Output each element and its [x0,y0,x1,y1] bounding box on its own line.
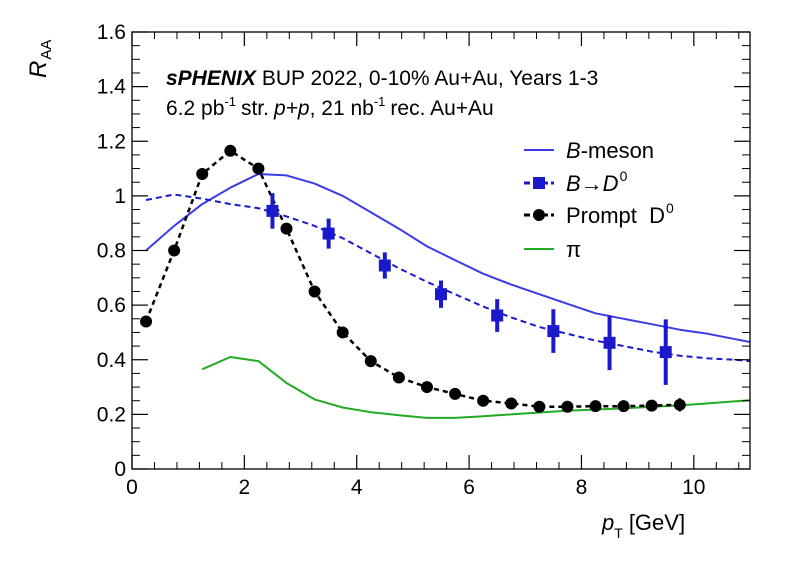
lumi-auau-label: rec. Au+Au [390,97,493,120]
prompt-d0-point [364,355,377,368]
y-axis-title-main: R [25,61,52,78]
prompt-d0-point [420,381,433,394]
y-tick-label: 1.2 [97,130,126,153]
prompt-d0-point [449,387,462,400]
prompt-d0-point [308,285,321,298]
annotation-line-1-rest: BUP 2022, 0-10% Au+Au, Years 1-3 [262,67,598,90]
series-layer [140,144,750,419]
series-b-meson-line [145,173,750,343]
prompt-d0-point [336,326,349,339]
prompt-d0-point [196,168,209,181]
b-to-d0-point [547,325,560,338]
b-to-d0-point [322,227,335,240]
legend-label-pion: π [566,237,581,262]
annotation-line-1: sPHENIX BUP 2022, 0-10% Au+Au, Years 1-3 [166,67,598,90]
x-tick-label: 10 [682,476,705,499]
y-axis-title-sub: AA [38,40,55,60]
legend: B-meson B→D0 Prompt D0 π [524,138,674,262]
experiment-label: sPHENIX [166,67,258,90]
prompt-d0-point [168,244,181,257]
prompt-d0-point [561,400,574,413]
lumi-pp-system: p+p [273,97,310,120]
b-to-d0-point [378,259,391,272]
series-group [140,144,750,419]
y-tick-label: 0.6 [97,294,126,317]
prompt-d0-point [505,397,518,410]
y-tick-label: 0.8 [97,240,126,263]
y-tick-label: 1.4 [97,76,127,99]
legend-swatch-prompt-d0-marker [533,209,545,221]
prompt-d0-point [392,371,405,384]
lumi-auau-exponent: -1 [374,94,386,109]
x-axis-title-main: p [601,510,614,535]
lumi-auau-value: , 21 nb [310,97,374,120]
prompt-d0-point [477,394,490,407]
prompt-d0-point [589,400,602,413]
b-to-d0-point [266,204,279,217]
x-axis-title: pT [GeV] [601,510,685,541]
legend-label-prompt-d0: Prompt D0 [566,200,674,228]
prompt-d0-point [280,222,293,235]
y-tick-label: 1 [114,185,126,208]
lumi-pp-label: str. [241,97,269,120]
y-tick-label: 0.2 [97,403,126,426]
lumi-pp-value: 6.2 pb [166,97,224,120]
y-tick-label: 0.4 [97,349,127,372]
series-pion-line [201,356,750,419]
prompt-d0-point [252,162,265,175]
prompt-d0-point [533,400,546,413]
b-to-d0-point [603,336,616,349]
b-to-d0-point [491,309,504,322]
b-to-d0-point [659,346,672,359]
x-axis-title-unit: [GeV] [629,510,685,535]
legend-label-b-meson: B-meson [566,138,654,163]
y-tick-label: 1.6 [97,21,126,44]
x-tick-label: 6 [463,476,475,499]
b-to-d0-point [435,288,447,301]
prompt-d0-point [140,315,153,328]
prompt-d0-point [617,400,630,413]
y-axis-title: RAA [25,40,55,78]
prompt-d0-point [645,399,658,412]
lumi-pp-exponent: -1 [224,94,236,109]
annotation-line-2: 6.2 pb-1 str. p+p, 21 nb-1 rec. Au+Au [166,94,494,120]
y-tick-label: 0 [114,458,126,481]
x-tick-label: 4 [351,476,363,499]
legend-swatch-b-to-d0-marker [533,177,545,189]
axis-ticks: 0 2 4 6 8 10 0 0.2 0.4 0.6 0.8 1 1.2 1.4 1.6 [97,21,750,499]
legend-label-b-to-d0: B→D0 [566,168,628,196]
x-tick-label: 8 [576,476,588,499]
prompt-d0-point [224,144,237,157]
x-tick-label: 0 [126,476,138,499]
x-tick-label: 2 [239,476,251,499]
x-axis-title-sub: T [614,525,623,541]
